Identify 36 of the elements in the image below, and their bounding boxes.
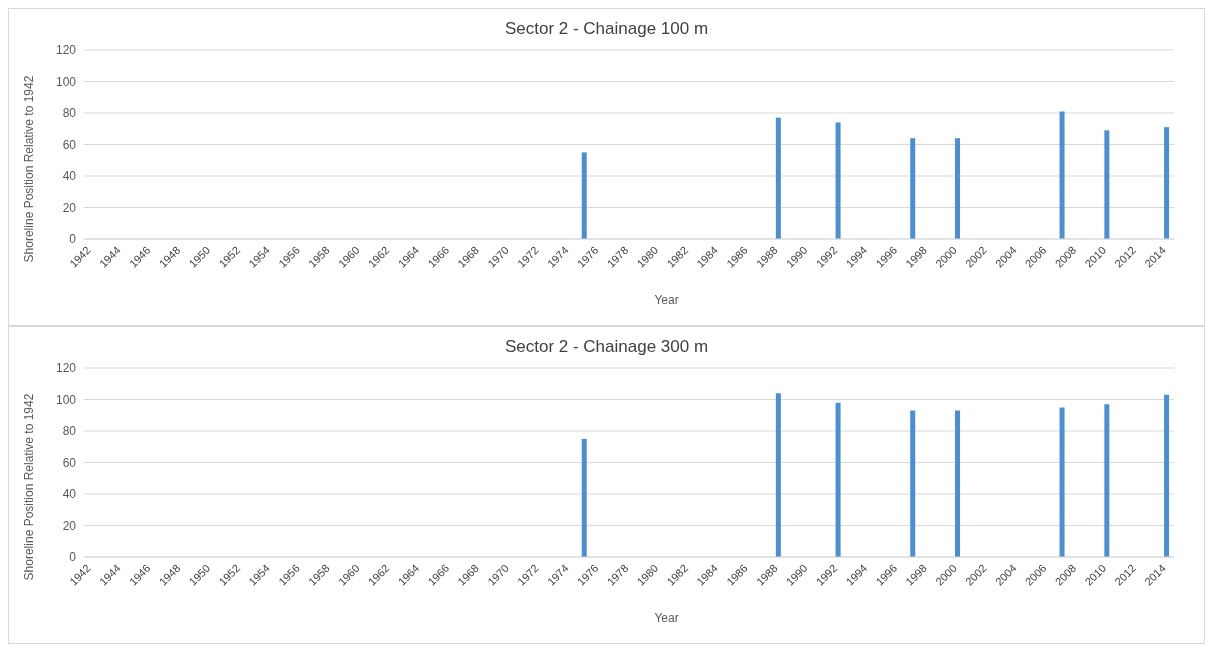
y-tick-label: 80	[62, 424, 77, 439]
y-tick-label: 100	[55, 392, 77, 407]
bar	[910, 138, 916, 239]
chart-title: Sector 2 - Chainage 100 m	[503, 19, 710, 39]
bar	[835, 122, 841, 239]
y-tick-label: 0	[69, 232, 77, 247]
bar	[910, 410, 916, 557]
y-axis-title: Shoreline Position Relative to 1942	[22, 75, 37, 263]
chart-title: Sector 2 - Chainage 300 m	[503, 337, 710, 357]
bar	[581, 438, 587, 557]
bar	[1059, 111, 1065, 239]
y-tick-label: 60	[62, 137, 77, 152]
y-tick-label: 40	[62, 487, 77, 502]
bar	[955, 410, 961, 557]
x-axis-title: Year	[653, 293, 680, 307]
y-tick-label: 0	[69, 550, 77, 565]
bar	[1164, 127, 1170, 239]
y-tick-label: 80	[62, 106, 77, 121]
y-tick-label: 40	[62, 169, 77, 184]
y-axis-title: Shoreline Position Relative to 1942	[22, 393, 37, 581]
x-axis-title: Year	[653, 611, 680, 625]
bar	[581, 152, 587, 239]
y-tick-label: 20	[62, 200, 77, 215]
y-tick-label: 120	[55, 43, 77, 58]
bar	[1104, 404, 1110, 557]
bar	[1059, 407, 1065, 557]
bar	[835, 402, 841, 557]
y-tick-label: 120	[55, 361, 77, 376]
y-tick-label: 60	[62, 455, 77, 470]
bar	[775, 393, 781, 557]
bar	[1104, 130, 1110, 239]
bar	[955, 138, 961, 239]
bar	[1164, 394, 1170, 557]
y-tick-label: 20	[62, 518, 77, 533]
y-tick-label: 100	[55, 74, 77, 89]
bar	[775, 117, 781, 239]
